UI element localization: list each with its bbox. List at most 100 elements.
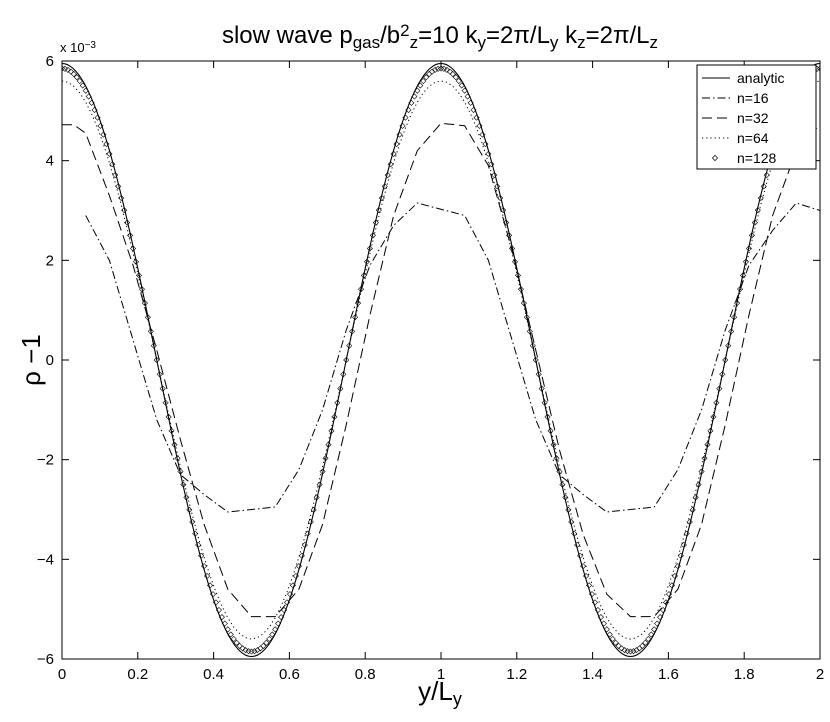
legend-label: n=16 <box>737 90 769 106</box>
data-point <box>541 399 548 406</box>
data-point <box>189 518 196 525</box>
data-point <box>183 494 190 501</box>
data-point <box>443 66 450 73</box>
data-point <box>464 93 471 100</box>
data-point <box>405 106 412 113</box>
legend-entry: n=64 <box>702 130 769 146</box>
data-point <box>586 582 593 589</box>
data-point <box>485 150 492 157</box>
legend-entry: n=32 <box>702 110 769 126</box>
data-point <box>352 314 359 321</box>
data-point <box>381 183 388 190</box>
y-axis: −6 −4 −2 0 2 4 6 <box>37 53 820 668</box>
data-point <box>289 582 296 589</box>
data-point <box>529 342 536 349</box>
data-point <box>710 413 717 420</box>
data-point <box>372 219 379 226</box>
legend-label: n=32 <box>737 110 769 126</box>
data-point <box>695 481 702 488</box>
data-point <box>313 494 320 501</box>
data-point <box>207 582 214 589</box>
legend-marker <box>711 154 719 162</box>
data-point <box>186 506 193 513</box>
data-point <box>745 245 752 252</box>
data-point <box>230 635 237 642</box>
data-point <box>506 232 513 239</box>
chart-title: slow wave pgas/b2z=10 ky=2π/Ly kz=2π/Lz <box>222 21 658 52</box>
data-point <box>612 639 619 646</box>
data-point <box>574 541 581 548</box>
data-point <box>597 614 604 621</box>
data-point <box>532 356 539 364</box>
data-point <box>648 631 655 638</box>
data-point <box>606 631 613 638</box>
data-point <box>514 272 522 279</box>
y-tick-label: −6 <box>37 651 54 668</box>
data-point <box>346 342 353 349</box>
data-point <box>440 65 447 72</box>
data-point <box>201 563 208 570</box>
x-tick-label: 0.6 <box>279 666 300 683</box>
data-point <box>657 614 664 621</box>
data-point <box>494 183 501 190</box>
data-point <box>748 232 755 239</box>
data-point <box>757 195 764 202</box>
x-tick-label: 1.6 <box>658 666 679 683</box>
y-axis-label: ρ −1 <box>16 334 46 386</box>
data-point <box>577 552 584 559</box>
data-point <box>698 468 705 475</box>
data-point <box>62 65 68 72</box>
data-point <box>343 356 350 364</box>
data-point <box>452 74 459 81</box>
data-point <box>523 314 530 321</box>
data-point <box>497 195 504 202</box>
data-point <box>358 286 365 293</box>
data-point <box>316 481 323 488</box>
data-point <box>399 122 406 129</box>
legend-box <box>696 64 817 170</box>
data-point <box>683 530 690 537</box>
legend-label: analytic <box>737 70 784 86</box>
x-tick-label: 0 <box>58 666 66 683</box>
data-point <box>375 207 382 214</box>
data-point <box>473 114 480 121</box>
data-point <box>272 626 279 633</box>
data-point <box>215 607 222 614</box>
data-point <box>192 530 199 537</box>
data-point <box>651 626 658 633</box>
data-point <box>251 648 258 655</box>
data-point <box>663 599 670 606</box>
data-point <box>242 647 249 654</box>
data-point <box>97 122 104 129</box>
data-point <box>568 518 575 525</box>
data-point <box>349 328 356 335</box>
data-point <box>491 172 498 179</box>
data-point <box>719 371 726 378</box>
data-point <box>603 626 610 633</box>
data-point <box>177 468 184 475</box>
data-point <box>298 552 305 559</box>
x-tick-label: 0.4 <box>203 666 224 683</box>
data-point <box>369 232 376 239</box>
data-point <box>91 106 98 113</box>
data-point <box>618 645 625 652</box>
data-point <box>633 647 640 654</box>
data-point <box>263 639 270 646</box>
data-point <box>141 300 148 307</box>
data-point <box>677 552 684 559</box>
data-point <box>609 635 616 642</box>
data-point <box>565 506 572 513</box>
data-point <box>73 74 80 81</box>
data-point <box>384 172 391 179</box>
data-point <box>520 300 527 307</box>
data-point <box>668 582 675 589</box>
data-point <box>334 399 341 406</box>
data-point <box>739 272 747 279</box>
data-point <box>328 427 335 434</box>
data-point <box>488 161 495 168</box>
data-point <box>124 219 131 226</box>
data-point <box>390 150 397 157</box>
data-point <box>467 99 474 106</box>
data-point <box>85 93 92 100</box>
x-axis-label: y/Ly <box>418 676 462 709</box>
